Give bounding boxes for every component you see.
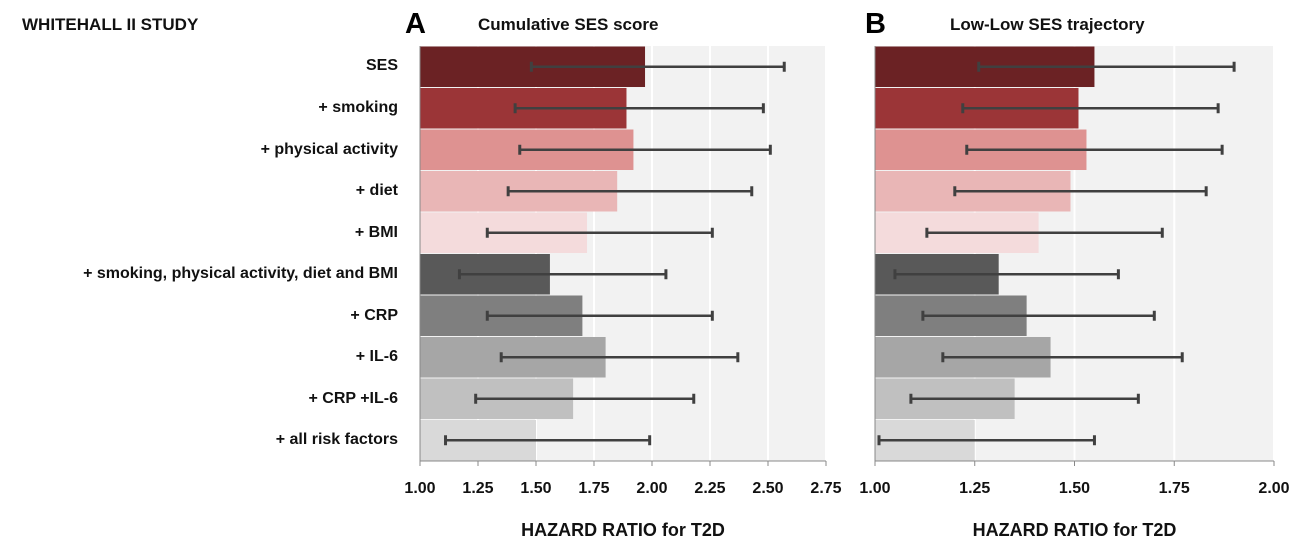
- tick-label-a: 1.50: [520, 480, 551, 497]
- tick-label-b: 1.75: [1159, 480, 1190, 497]
- row-label-crp: + CRP: [350, 307, 398, 324]
- panel-letter-b: B: [865, 8, 886, 40]
- panel-a-plot: 1.00 1.25 1.50 1.75 2.00 2.25 2.50 2.75 HAZARD R…: [404, 46, 842, 540]
- row-label-crp-il6: + CRP +IL-6: [308, 390, 398, 407]
- panel-title-a: Cumulative SES score: [478, 15, 659, 34]
- row-label-smoking: + smoking: [318, 99, 398, 116]
- panel-b-plot: 1.00 1.25 1.50 1.75 2.00 HAZARD RATIO for T2D: [859, 46, 1290, 540]
- tick-label-a: 2.75: [810, 480, 841, 497]
- tick-label-a: 2.25: [694, 480, 725, 497]
- panel-title-b: Low-Low SES trajectory: [950, 15, 1145, 34]
- tick-label-b: 1.50: [1059, 480, 1090, 497]
- tick-label-b: 2.00: [1258, 480, 1289, 497]
- tick-label-a: 2.50: [752, 480, 783, 497]
- tick-label-a: 1.75: [578, 480, 609, 497]
- panel-letter-a: A: [405, 8, 426, 40]
- row-label-bmi: + BMI: [354, 224, 398, 241]
- tick-label-a: 1.25: [462, 480, 493, 497]
- row-label-ses: SES: [365, 57, 398, 74]
- row-label-physical-activity: + physical activity: [260, 141, 398, 158]
- tick-label-b: 1.25: [959, 480, 990, 497]
- tick-label-a: 1.00: [404, 480, 435, 497]
- row-label-all-risk-factors: + all risk factors: [275, 431, 398, 448]
- row-label-il6: + IL-6: [355, 348, 398, 365]
- x-axis-label-b: HAZARD RATIO for T2D: [973, 520, 1177, 540]
- row-label-combined-lifestyle: + smoking, physical activity, diet and B…: [83, 265, 398, 282]
- tick-label-a: 2.00: [636, 480, 667, 497]
- study-title: WHITEHALL II STUDY: [22, 15, 199, 34]
- tick-label-b: 1.00: [859, 480, 890, 497]
- row-label-diet: + diet: [355, 182, 398, 199]
- x-axis-label-a: HAZARD RATIO for T2D: [521, 520, 725, 540]
